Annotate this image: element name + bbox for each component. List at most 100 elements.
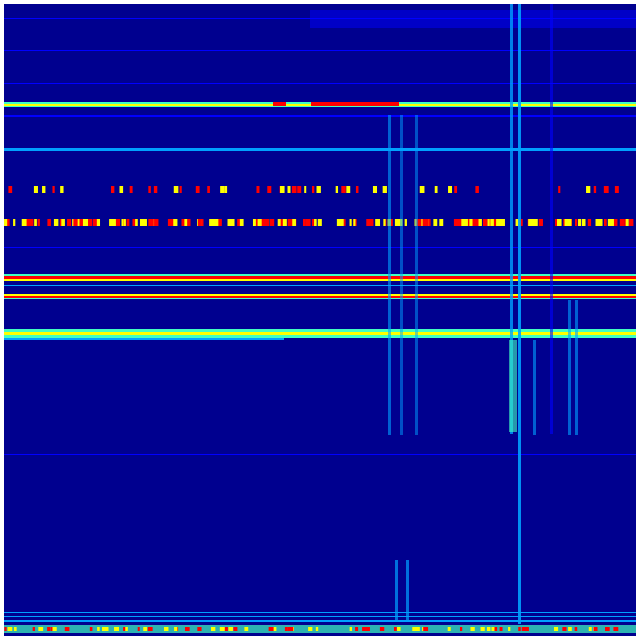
pulse-mark (582, 219, 586, 226)
pulse-mark (476, 219, 481, 226)
pulse-mark (111, 186, 115, 193)
pulse-mark (340, 219, 344, 226)
pulse-mark (353, 219, 356, 226)
pulse-mark (586, 186, 591, 193)
pulse-mark (37, 219, 40, 226)
vertical-streak (395, 560, 398, 620)
pulse-mark (246, 627, 249, 631)
pulse-mark (13, 219, 16, 226)
pulse-mark (453, 219, 457, 226)
pulse-mark (13, 627, 17, 631)
pulse-mark (556, 219, 559, 226)
pulse-mark (568, 627, 572, 631)
pulse-mark (197, 219, 202, 226)
pulse-mark (103, 627, 109, 631)
bright-band-peak (311, 102, 399, 106)
pulse-mark (419, 186, 425, 193)
pulse-mark (184, 219, 188, 226)
pulse-mark (137, 627, 140, 631)
pulse-mark (47, 219, 51, 226)
pulse-mark (312, 219, 317, 226)
vertical-streak (400, 115, 403, 435)
pulse-mark (595, 219, 600, 226)
pulse-mark (25, 219, 30, 226)
pulse-mark (207, 186, 210, 193)
pulse-mark (311, 219, 315, 226)
pulse-mark (564, 219, 569, 226)
pulse-mark (173, 186, 179, 193)
pulse-mark (478, 219, 482, 226)
pulse-mark (341, 186, 346, 193)
pulse-mark (416, 219, 422, 226)
pulse-mark (355, 627, 359, 631)
bright-band (4, 298, 636, 299)
pulse-mark (265, 219, 269, 226)
pulse-mark (554, 219, 558, 226)
pulse-mark (126, 219, 130, 226)
pulse-mark (604, 219, 607, 226)
pulse-mark (311, 186, 315, 193)
pulse-mark (316, 186, 321, 193)
vertical-streak (415, 115, 418, 435)
pulse-mark (518, 627, 521, 631)
horizontal-band-line (4, 454, 636, 455)
pulse-mark (499, 627, 503, 631)
pulse-mark (349, 627, 353, 631)
wide-band (4, 335, 636, 338)
pulse-mark (132, 219, 138, 226)
pulse-mark (22, 219, 26, 226)
bright-band (4, 106, 636, 107)
pulse-mark (143, 219, 147, 226)
pulse-mark (368, 219, 374, 226)
pulse-mark (567, 219, 572, 226)
pulse-mark (463, 219, 468, 226)
horizontal-band-line (4, 616, 636, 617)
pulse-mark (135, 219, 138, 226)
pulse-mark (129, 186, 133, 193)
pulse-mark (261, 219, 267, 226)
pulse-mark (244, 627, 247, 631)
pulse-mark (179, 186, 182, 193)
pulse-mark (257, 219, 260, 226)
pulse-mark (61, 219, 65, 226)
pulse-mark (336, 219, 340, 226)
pulse-mark (119, 186, 123, 193)
pulse-mark (434, 186, 438, 193)
bright-band (4, 276, 636, 279)
pulse-mark (173, 219, 178, 226)
pulse-mark (308, 627, 313, 631)
pulse-mark (124, 627, 128, 631)
horizontal-band-line (4, 148, 636, 151)
pulse-mark (4, 627, 7, 631)
pulse-mark (52, 627, 57, 631)
pulse-mark (115, 219, 121, 226)
pulse-mark (578, 219, 582, 226)
pulse-mark (24, 219, 27, 226)
bright-band (4, 279, 636, 281)
vertical-streak (550, 4, 553, 434)
bottom-band (4, 625, 636, 633)
pulse-mark (379, 627, 385, 631)
pulse-mark (224, 186, 228, 193)
pulse-mark (255, 219, 259, 226)
pulse-mark (427, 219, 431, 226)
vertical-streak (568, 300, 571, 435)
pulse-mark (280, 186, 284, 193)
pulse-mark (599, 219, 603, 226)
wide-band (4, 332, 636, 335)
pulse-mark (562, 627, 567, 631)
pulse-mark (304, 186, 307, 193)
pulse-mark (467, 219, 470, 226)
pulse-mark (423, 627, 426, 631)
pulse-mark (277, 219, 281, 226)
pulse-mark (187, 219, 191, 226)
pulse-mark (346, 186, 351, 193)
pulse-mark (613, 627, 619, 631)
pulse-mark (459, 627, 463, 631)
pulse-mark (92, 219, 97, 226)
pulse-mark (393, 627, 397, 631)
vertical-streak (406, 560, 409, 620)
pulse-mark (558, 186, 561, 193)
pulse-mark (625, 219, 629, 226)
